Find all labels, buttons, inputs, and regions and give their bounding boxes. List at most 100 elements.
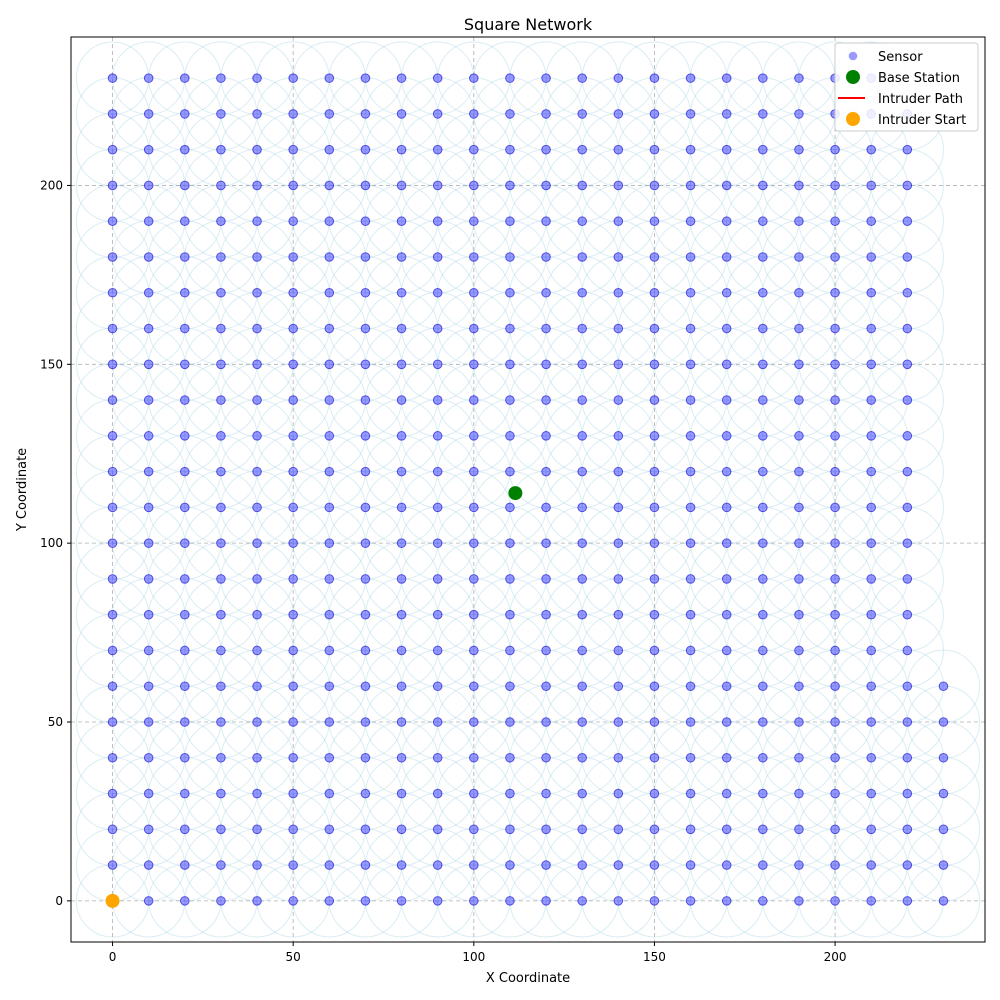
sensor-point: [649, 73, 660, 83]
sensor-point: [324, 73, 335, 83]
sensor-point: [541, 788, 551, 799]
sensor-point: [143, 216, 154, 227]
sensor-point: [143, 574, 154, 584]
sensor-point: [794, 73, 804, 83]
sensor-point: [432, 788, 443, 799]
sensor-point: [143, 860, 154, 870]
sensor-point: [577, 180, 587, 191]
legend-label: Intruder Start: [878, 113, 966, 128]
sensor-point: [324, 645, 335, 656]
sensor-point: [794, 216, 804, 227]
sensor-point: [938, 896, 949, 906]
sensor-point: [830, 574, 840, 584]
sensor-point: [432, 144, 443, 155]
sensor-point: [324, 252, 335, 262]
sensor-point: [396, 109, 407, 119]
sensor-point: [360, 323, 371, 334]
sensor-point: [505, 502, 515, 513]
sensor-point: [649, 896, 660, 906]
sensor-point: [469, 752, 479, 763]
sensor-point: [505, 323, 515, 334]
sensor-point: [107, 574, 118, 584]
sensor-point: [179, 395, 190, 405]
sensor-point: [469, 502, 479, 513]
sensor-point: [432, 287, 443, 298]
sensor-point: [432, 860, 443, 870]
plot-area-frame: [70, 36, 986, 943]
sensor-point: [360, 466, 371, 477]
sensor-point: [758, 287, 768, 298]
sensor-point: [179, 252, 190, 262]
sensor-point: [179, 896, 190, 906]
sensor-point: [758, 896, 768, 906]
sensor-point: [143, 681, 154, 692]
sensor-point: [107, 180, 118, 191]
sensor-point: [469, 323, 479, 334]
sensor-point: [613, 824, 624, 835]
sensor-point: [866, 395, 877, 405]
sensor-point: [288, 466, 298, 477]
sensor-point: [721, 180, 732, 191]
chart-title: Square Network: [464, 15, 593, 34]
sensor-point: [216, 752, 226, 763]
sensor-point: [432, 323, 443, 334]
sensor-point: [432, 609, 443, 620]
sensor-point: [721, 824, 732, 835]
sensor-point: [288, 896, 298, 906]
sensor-point: [288, 252, 298, 262]
sensor-point: [396, 359, 407, 370]
sensor-point: [469, 431, 479, 441]
sensor-point: [252, 287, 262, 298]
sensor-point: [252, 896, 262, 906]
sensor-point: [721, 609, 732, 620]
sensor-point: [179, 323, 190, 334]
sensor-point: [902, 896, 913, 906]
sensor-point: [830, 717, 840, 727]
sensor-point: [649, 788, 660, 799]
sensor-point: [866, 216, 877, 227]
sensor-point: [685, 431, 696, 441]
sensor-point: [288, 609, 298, 620]
legend-marker: [846, 112, 860, 126]
sensor-point: [216, 574, 226, 584]
sensor-point: [252, 538, 262, 548]
sensor-point: [541, 180, 551, 191]
sensor-point: [902, 144, 913, 155]
legend-label: Sensor: [878, 50, 923, 65]
sensor-point: [324, 824, 335, 835]
sensor-point: [866, 574, 877, 584]
sensor-point: [252, 144, 262, 155]
sensor-point: [324, 502, 335, 513]
sensor-point: [649, 609, 660, 620]
sensor-point: [179, 216, 190, 227]
sensor-point: [902, 717, 913, 727]
sensor-point: [107, 645, 118, 656]
sensor-point: [107, 860, 118, 870]
sensor-point: [794, 752, 804, 763]
sensor-point: [360, 717, 371, 727]
sensor-point: [505, 681, 515, 692]
sensor-point: [360, 860, 371, 870]
sensor-point: [866, 287, 877, 298]
sensor-point: [721, 73, 732, 83]
sensor-point: [758, 645, 768, 656]
sensor-point: [758, 574, 768, 584]
sensor-point: [505, 180, 515, 191]
sensor-point: [577, 860, 587, 870]
sensor-point: [577, 216, 587, 227]
sensor-point: [143, 359, 154, 370]
sensor-point: [541, 252, 551, 262]
sensor-point: [469, 144, 479, 155]
sensor-point: [143, 109, 154, 119]
sensor-point: [107, 395, 118, 405]
sensor-point: [107, 431, 118, 441]
sensor-point: [216, 73, 226, 83]
sensor-point: [613, 574, 624, 584]
sensor-point: [794, 359, 804, 370]
sensor-point: [216, 681, 226, 692]
y-tick-label: 50: [48, 715, 63, 729]
sensor-point: [721, 287, 732, 298]
sensor-point: [324, 752, 335, 763]
sensor-point: [721, 788, 732, 799]
sensor-point: [685, 359, 696, 370]
